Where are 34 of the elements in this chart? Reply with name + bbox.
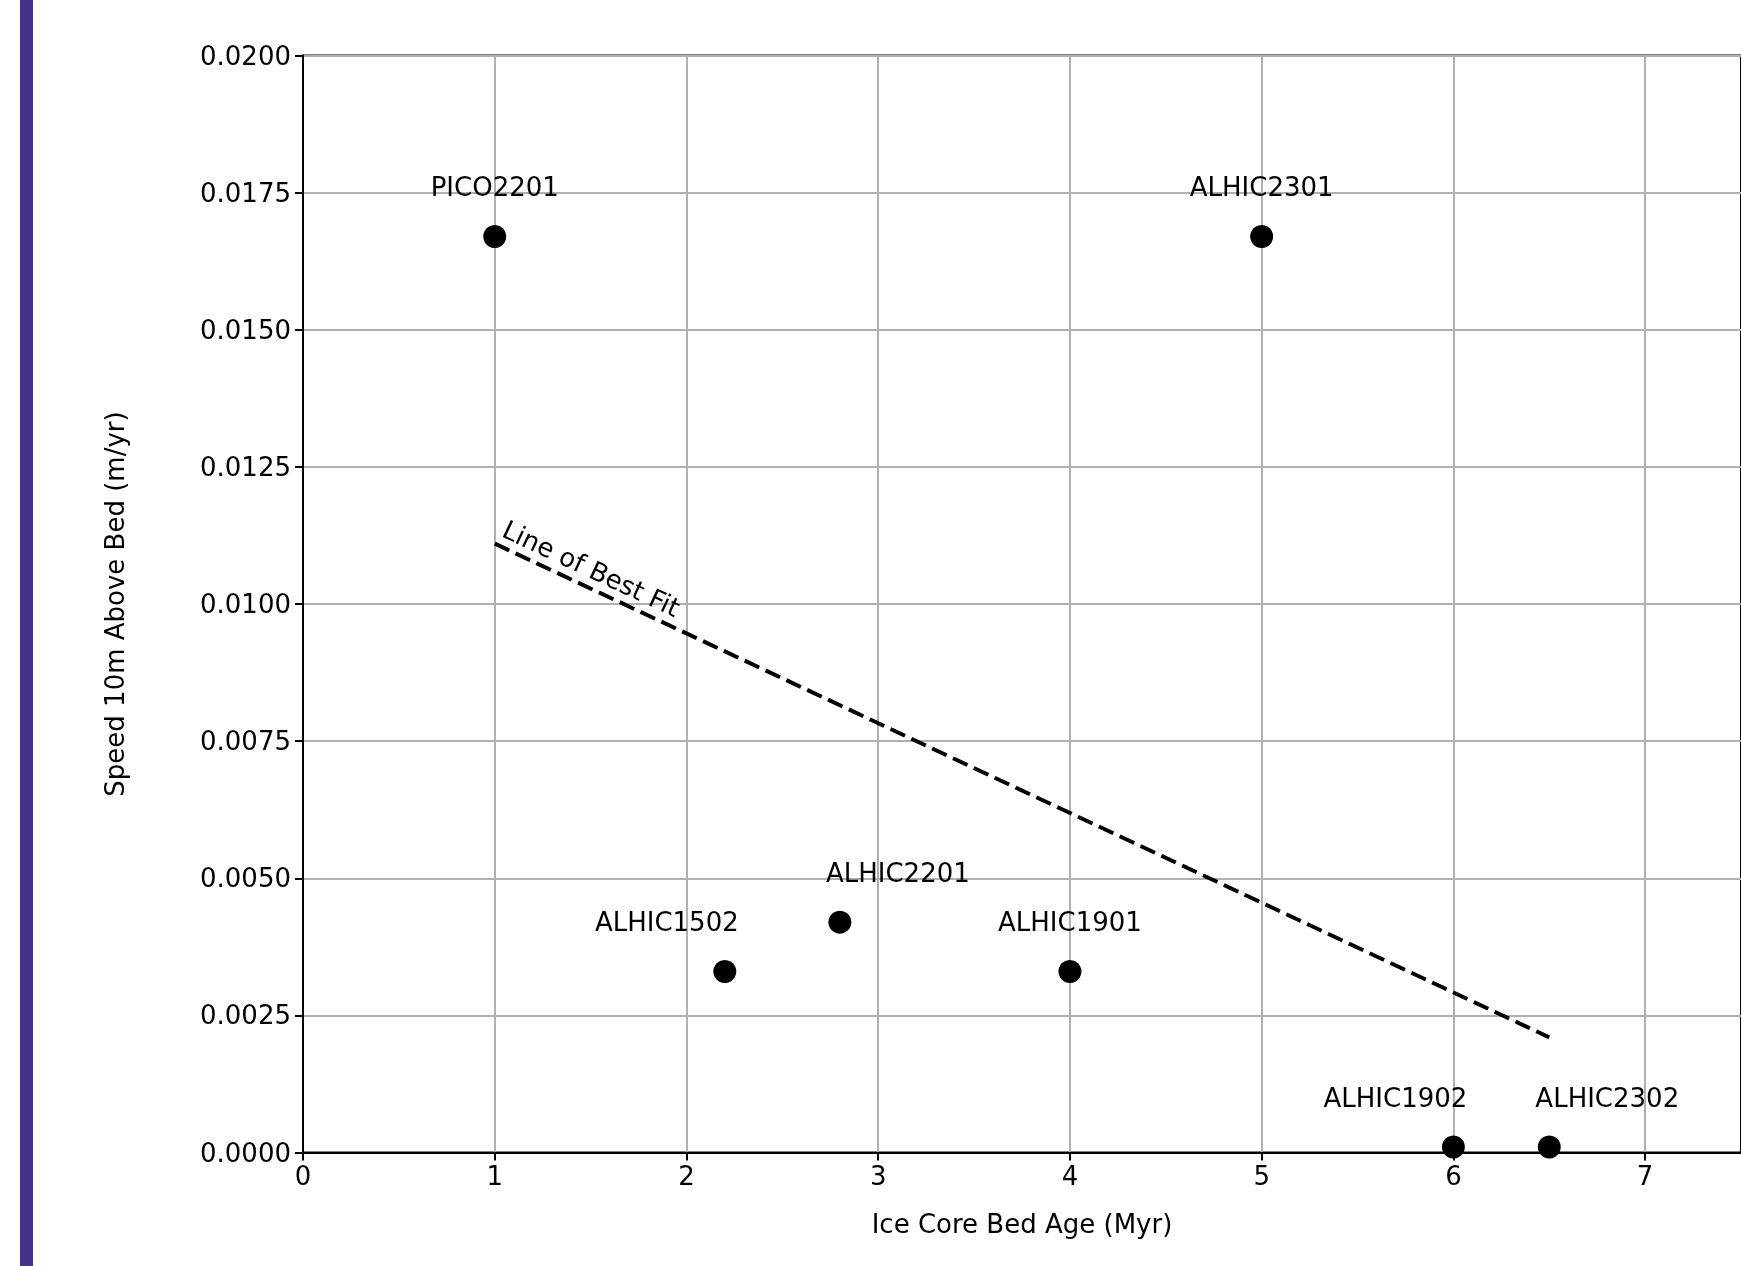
y-tick-label: 0.0075 [200,726,291,757]
y-tick-label: 0.0175 [200,177,291,208]
data-label: ALHIC1902 [1323,1082,1468,1113]
data-label: ALHIC1502 [594,906,739,937]
y-tick-label: 0.0000 [200,1137,291,1168]
x-tick-label: 2 [678,1160,695,1191]
x-tick-label: 3 [869,1160,887,1191]
data-label: ALHIC2201 [825,857,970,888]
y-tick-label: 0.0050 [200,863,291,894]
y-tick-label: 0.0025 [200,1000,291,1031]
y-axis-title: Speed 10m Above Bed (m/yr) [100,411,130,797]
data-label: ALHIC2302 [1535,1082,1680,1113]
y-tick-label: 0.0125 [200,451,291,482]
point [1441,1135,1465,1159]
data-label: PICO2201 [430,172,559,203]
point [483,225,507,248]
point [1250,225,1274,248]
x-tick-label: 6 [1445,1160,1462,1191]
point [1537,1135,1561,1159]
x-tick-label: 1 [486,1160,504,1191]
point [828,910,852,934]
data-label: ALHIC1901 [998,906,1142,937]
y-tick-label: 0.0100 [200,589,291,619]
y-tick-label: 0.0150 [200,314,291,345]
y-tick-label: 0.0200 [200,40,291,71]
x-tick-label: 4 [1061,1160,1079,1191]
x-tick-label: 5 [1253,1160,1270,1191]
x-tick-label: 0 [294,1160,312,1191]
point [1058,960,1082,983]
x-tick-label: 7 [1636,1160,1654,1191]
data-label: ALHIC2301 [1189,172,1334,203]
x-axis-title: Ice Core Bed Age (Myr) [871,1208,1173,1239]
text: Line of Best Fit [497,514,685,623]
point [713,960,737,983]
